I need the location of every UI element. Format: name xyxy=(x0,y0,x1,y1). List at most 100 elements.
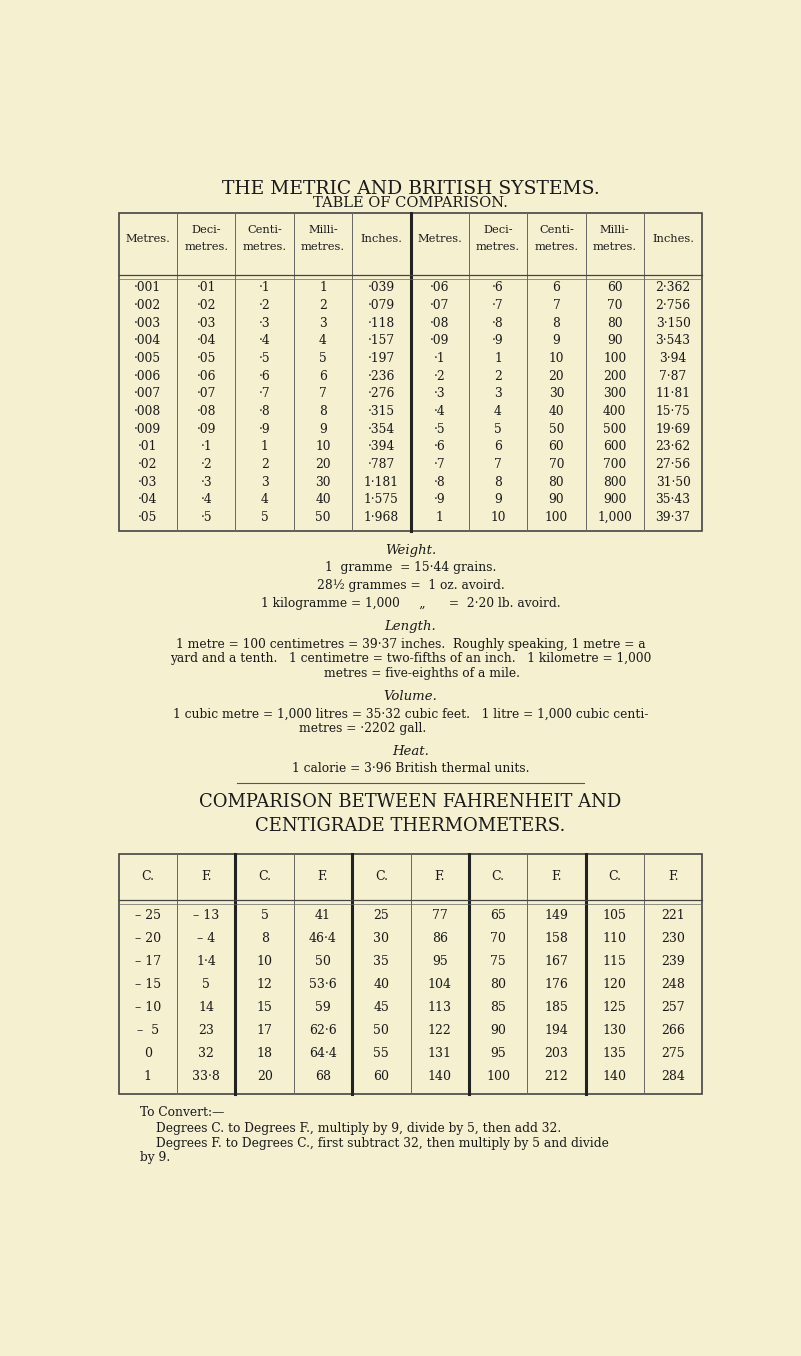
Text: ·6: ·6 xyxy=(259,370,271,382)
Text: ·276: ·276 xyxy=(368,388,395,400)
Text: 140: 140 xyxy=(428,1070,452,1083)
Text: 1: 1 xyxy=(261,441,268,453)
Text: ·008: ·008 xyxy=(135,405,162,418)
Text: ·5: ·5 xyxy=(259,353,271,365)
Text: C.: C. xyxy=(258,871,271,883)
Text: 1·4: 1·4 xyxy=(196,956,216,968)
Text: 1·968: 1·968 xyxy=(364,511,399,523)
Text: 35: 35 xyxy=(373,956,389,968)
Text: C.: C. xyxy=(375,871,388,883)
Text: Milli-: Milli- xyxy=(308,225,338,235)
Text: 20: 20 xyxy=(256,1070,272,1083)
Text: 32: 32 xyxy=(199,1047,214,1060)
Text: ·2: ·2 xyxy=(434,370,445,382)
Text: 6: 6 xyxy=(553,281,561,294)
Text: 20: 20 xyxy=(315,458,331,471)
Text: 194: 194 xyxy=(545,1024,569,1037)
Text: ·9: ·9 xyxy=(492,335,504,347)
Text: 500: 500 xyxy=(603,423,626,435)
Text: 30: 30 xyxy=(316,476,331,488)
Text: 8: 8 xyxy=(494,476,502,488)
Text: 149: 149 xyxy=(545,910,569,922)
Text: 68: 68 xyxy=(315,1070,331,1083)
Text: F.: F. xyxy=(551,871,562,883)
Text: 1  gramme  = 15·44 grains.: 1 gramme = 15·44 grains. xyxy=(325,561,496,575)
Text: 284: 284 xyxy=(661,1070,685,1083)
Text: 1·575: 1·575 xyxy=(364,494,399,506)
Text: 110: 110 xyxy=(602,933,626,945)
Text: ·006: ·006 xyxy=(135,370,162,382)
Text: metres.: metres. xyxy=(476,243,520,252)
Text: ·007: ·007 xyxy=(135,388,162,400)
Text: 70: 70 xyxy=(490,933,506,945)
Text: 1: 1 xyxy=(144,1070,152,1083)
Text: 80: 80 xyxy=(549,476,564,488)
Text: metres.: metres. xyxy=(243,243,287,252)
Text: 80: 80 xyxy=(607,317,622,330)
Text: ·4: ·4 xyxy=(259,335,271,347)
Text: – 15: – 15 xyxy=(135,979,161,991)
Text: 104: 104 xyxy=(428,979,452,991)
Text: ·7: ·7 xyxy=(493,298,504,312)
Text: by 9.: by 9. xyxy=(140,1151,171,1165)
Text: 3: 3 xyxy=(319,317,327,330)
Text: C.: C. xyxy=(608,871,622,883)
Text: 5: 5 xyxy=(203,979,210,991)
Text: 45: 45 xyxy=(373,1001,389,1014)
Text: 600: 600 xyxy=(603,441,626,453)
Text: 33·8: 33·8 xyxy=(192,1070,220,1083)
Text: ·394: ·394 xyxy=(368,441,395,453)
Text: 140: 140 xyxy=(602,1070,626,1083)
Text: 46·4: 46·4 xyxy=(309,933,337,945)
Text: 95: 95 xyxy=(490,1047,506,1060)
Text: 100: 100 xyxy=(603,353,626,365)
Text: 248: 248 xyxy=(661,979,685,991)
Text: 27·56: 27·56 xyxy=(655,458,690,471)
Text: 7: 7 xyxy=(319,388,327,400)
Text: Deci-: Deci- xyxy=(191,225,221,235)
Text: ·8: ·8 xyxy=(492,317,504,330)
Text: metres.: metres. xyxy=(301,243,345,252)
Text: – 17: – 17 xyxy=(135,956,161,968)
Text: 4: 4 xyxy=(494,405,502,418)
Text: 15·75: 15·75 xyxy=(656,405,690,418)
Text: 3: 3 xyxy=(494,388,502,400)
Text: ·09: ·09 xyxy=(430,335,449,347)
Text: 8: 8 xyxy=(319,405,327,418)
Text: 130: 130 xyxy=(602,1024,626,1037)
Text: ·787: ·787 xyxy=(368,458,395,471)
Text: 40: 40 xyxy=(373,979,389,991)
Text: 2: 2 xyxy=(494,370,502,382)
Text: ·9: ·9 xyxy=(259,423,271,435)
Text: ·3: ·3 xyxy=(200,476,212,488)
Text: C.: C. xyxy=(142,871,155,883)
Text: ·157: ·157 xyxy=(368,335,395,347)
Text: 176: 176 xyxy=(545,979,569,991)
Text: 3·94: 3·94 xyxy=(659,353,686,365)
Text: ·001: ·001 xyxy=(135,281,162,294)
Text: Deci-: Deci- xyxy=(483,225,513,235)
Text: – 10: – 10 xyxy=(135,1001,161,1014)
Text: 167: 167 xyxy=(545,956,569,968)
Text: F.: F. xyxy=(668,871,678,883)
Text: 90: 90 xyxy=(549,494,564,506)
Text: metres.: metres. xyxy=(534,243,578,252)
Text: 18: 18 xyxy=(256,1047,272,1060)
Text: 2·756: 2·756 xyxy=(655,298,690,312)
Text: 120: 120 xyxy=(603,979,626,991)
Text: metres.: metres. xyxy=(593,243,637,252)
Text: 122: 122 xyxy=(428,1024,452,1037)
Text: ·079: ·079 xyxy=(368,298,395,312)
Text: 800: 800 xyxy=(603,476,626,488)
Text: 115: 115 xyxy=(603,956,626,968)
Text: 158: 158 xyxy=(545,933,569,945)
Text: 11·81: 11·81 xyxy=(655,388,690,400)
Text: ·06: ·06 xyxy=(196,370,216,382)
Text: 1: 1 xyxy=(494,353,502,365)
Text: F.: F. xyxy=(318,871,328,883)
Text: Metres.: Metres. xyxy=(126,235,171,244)
Text: 9: 9 xyxy=(553,335,561,347)
Text: 39·37: 39·37 xyxy=(655,511,690,523)
Text: 135: 135 xyxy=(603,1047,626,1060)
Text: 90: 90 xyxy=(607,335,622,347)
